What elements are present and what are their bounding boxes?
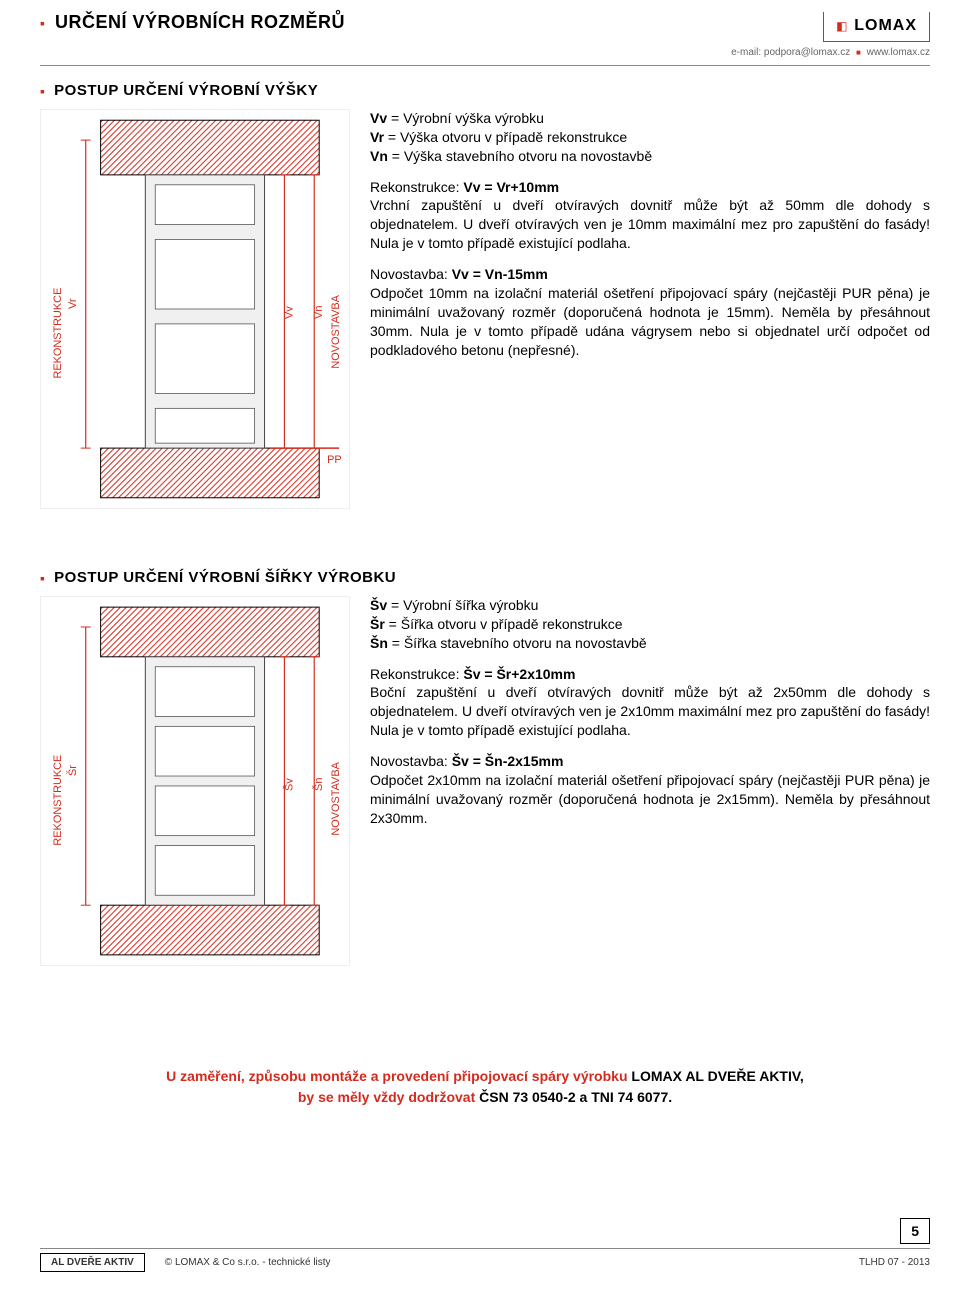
logo-text: LOMAX bbox=[854, 17, 917, 34]
label-vv: Vv bbox=[283, 305, 295, 318]
sym-vn: Vn bbox=[370, 148, 388, 164]
web-value: www.lomax.cz bbox=[867, 47, 930, 58]
p1-body: Boční zapuštění u dveří otvíravých dovni… bbox=[370, 684, 930, 738]
copyright: © LOMAX & Co s.r.o. - technické listy bbox=[165, 1257, 859, 1268]
separator-icon: ■ bbox=[856, 48, 861, 57]
para-rekonstrukce: Rekonstrukce: Vv = Vr+10mm Vrchní zapušt… bbox=[370, 178, 930, 254]
def-sv: = Výrobní šířka výrobku bbox=[387, 597, 538, 613]
page-title-text: URČENÍ VÝROBNÍCH ROZMĚRŮ bbox=[55, 12, 345, 32]
para-novostavba: Novostavba: Šv = Šn-2x15mm Odpočet 2x10m… bbox=[370, 752, 930, 828]
section-title-text: POSTUP URČENÍ VÝROBNÍ VÝŠKY bbox=[54, 82, 318, 99]
label-vr: Vr bbox=[67, 298, 79, 309]
email-value: podpora@lomax.cz bbox=[764, 47, 850, 58]
para-novostavba: Novostavba: Vv = Vn-15mm Odpočet 10mm na… bbox=[370, 265, 930, 359]
definitions: Vv = Výrobní výška výrobku Vr = Výška ot… bbox=[370, 109, 930, 166]
contact-line: e-mail: podpora@lomax.cz ■ www.lomax.cz bbox=[731, 46, 930, 59]
page-number: 5 bbox=[900, 1218, 930, 1244]
section-title: ▪ POSTUP URČENÍ VÝROBNÍ ŠÍŘKY VÝROBKU bbox=[40, 569, 930, 586]
para-rekonstrukce: Rekonstrukce: Šv = Šr+2x10mm Boční zapuš… bbox=[370, 665, 930, 741]
p2-formula: Vv = Vn-15mm bbox=[452, 266, 548, 282]
bullet-icon: ▪ bbox=[40, 83, 45, 99]
label-rekonstrukce: REKONSTRUKCE bbox=[52, 287, 64, 378]
sym-vr: Vr bbox=[370, 129, 384, 145]
label-vn: Vn bbox=[313, 305, 325, 318]
doc-code: TLHD 07 - 2013 bbox=[859, 1257, 930, 1268]
fn-1a: U zaměření, způsobu montáže a provedení … bbox=[166, 1068, 631, 1084]
def-sn: = Šířka stavebního otvoru na novostavbě bbox=[388, 635, 647, 651]
sym-sr: Šr bbox=[370, 616, 385, 632]
label-pp: PP bbox=[327, 454, 342, 466]
p2-body: Odpočet 10mm na izolační materiál ošetře… bbox=[370, 285, 930, 358]
text-column: Šv = Výrobní šířka výrobku Šr = Šířka ot… bbox=[370, 596, 930, 840]
logo-box: ◧ LOMAX bbox=[823, 12, 930, 42]
section-title: ▪ POSTUP URČENÍ VÝROBNÍ VÝŠKY bbox=[40, 82, 930, 99]
page-header: ▪ URČENÍ VÝROBNÍCH ROZMĚRŮ ◧ LOMAX e-mai… bbox=[40, 0, 930, 66]
p1-label: Rekonstrukce: bbox=[370, 666, 463, 682]
sym-vv: Vv bbox=[370, 110, 387, 126]
label-sn: Šn bbox=[312, 777, 325, 790]
label-rekonstrukce: REKONSTRUKCE bbox=[52, 755, 64, 846]
def-sr: = Šířka otvoru v případě rekonstrukce bbox=[385, 616, 623, 632]
diagram-height: PP REKONSTRUKCE Vr Vv Vn NOVOSTAVBA bbox=[40, 109, 350, 509]
sym-sn: Šn bbox=[370, 635, 388, 651]
fn-2a: by se měly vždy dodržovat bbox=[298, 1089, 479, 1105]
p1-formula: Šv = Šr+2x10mm bbox=[463, 666, 575, 682]
label-novostavba: NOVOSTAVBA bbox=[330, 294, 342, 368]
logo-icon: ◧ bbox=[836, 19, 847, 33]
diagram-svg: PP REKONSTRUKCE Vr Vv Vn NOVOSTAVBA bbox=[41, 110, 349, 508]
def-vv: = Výrobní výška výrobku bbox=[387, 110, 544, 126]
product-name: AL DVEŘE AKTIV bbox=[40, 1253, 145, 1272]
definitions: Šv = Výrobní šířka výrobku Šr = Šířka ot… bbox=[370, 596, 930, 653]
footer-note: U zaměření, způsobu montáže a provedení … bbox=[40, 1066, 930, 1108]
diagram-svg: REKONSTRUKCE Šr Šv Šn NOVOSTAVBA bbox=[41, 597, 349, 965]
p2-formula: Šv = Šn-2x15mm bbox=[452, 753, 564, 769]
label-novostavba: NOVOSTAVBA bbox=[330, 761, 342, 835]
bullet-icon: ▪ bbox=[40, 15, 45, 31]
p1-body: Vrchní zapuštění u dveří otvíravých dovn… bbox=[370, 197, 930, 251]
p2-label: Novostavba: bbox=[370, 753, 452, 769]
text-column: Vv = Výrobní výška výrobku Vr = Výška ot… bbox=[370, 109, 930, 372]
p1-formula: Vv = Vr+10mm bbox=[463, 179, 559, 195]
p1-label: Rekonstrukce: bbox=[370, 179, 463, 195]
fn-2b: ČSN 73 0540-2 a TNI 74 6077. bbox=[479, 1089, 672, 1105]
sym-sv: Šv bbox=[370, 597, 387, 613]
p2-label: Novostavba: bbox=[370, 266, 452, 282]
label-sr: Šr bbox=[66, 765, 79, 776]
diagram-width: REKONSTRUKCE Šr Šv Šn NOVOSTAVBA bbox=[40, 596, 350, 966]
page-title: ▪ URČENÍ VÝROBNÍCH ROZMĚRŮ bbox=[40, 12, 731, 33]
email-label: e-mail: bbox=[731, 47, 764, 58]
bullet-icon: ▪ bbox=[40, 570, 45, 586]
section-title-text: POSTUP URČENÍ VÝROBNÍ ŠÍŘKY VÝROBKU bbox=[54, 569, 396, 586]
section-height: ▪ POSTUP URČENÍ VÝROBNÍ VÝŠKY bbox=[40, 82, 930, 509]
def-vr: = Výška otvoru v případě rekonstrukce bbox=[384, 129, 627, 145]
label-sv: Šv bbox=[282, 778, 295, 791]
section-width: ▪ POSTUP URČENÍ VÝROBNÍ ŠÍŘKY VÝROBKU bbox=[40, 569, 930, 966]
def-vn: = Výška stavebního otvoru na novostavbě bbox=[388, 148, 652, 164]
p2-body: Odpočet 2x10mm na izolační materiál ošet… bbox=[370, 772, 930, 826]
fn-1b: LOMAX AL DVEŘE AKTIV, bbox=[631, 1068, 803, 1084]
page-footer: 5 AL DVEŘE AKTIV © LOMAX & Co s.r.o. - t… bbox=[40, 1218, 930, 1272]
